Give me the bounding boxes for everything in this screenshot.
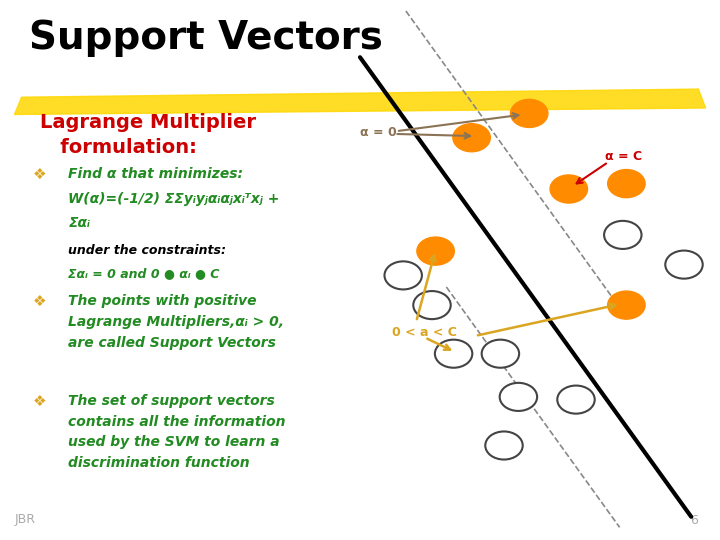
- Circle shape: [557, 386, 595, 414]
- Circle shape: [453, 124, 490, 152]
- Text: 0 < a < C: 0 < a < C: [392, 326, 457, 339]
- Text: ❖: ❖: [32, 294, 46, 309]
- Text: Find α that minimizes:: Find α that minimizes:: [68, 167, 243, 181]
- Text: under the constraints:: under the constraints:: [68, 244, 226, 257]
- Circle shape: [604, 221, 642, 249]
- Circle shape: [500, 383, 537, 411]
- Text: Support Vectors: Support Vectors: [29, 19, 382, 57]
- Text: The points with positive
Lagrange Multipliers,αᵢ > 0,
are called Support Vectors: The points with positive Lagrange Multip…: [68, 294, 284, 349]
- Text: Σαᵢ = 0 and 0 ● αᵢ ● C: Σαᵢ = 0 and 0 ● αᵢ ● C: [68, 267, 220, 280]
- Text: α = 0: α = 0: [360, 126, 397, 139]
- Circle shape: [510, 99, 548, 127]
- Text: ❖: ❖: [32, 394, 46, 409]
- Text: Σαᵢ: Σαᵢ: [68, 216, 91, 230]
- Text: ❖: ❖: [32, 167, 46, 183]
- Text: 6: 6: [690, 514, 698, 526]
- Text: W(α)=(-1/2) ΣΣyᵢyⱼαᵢαⱼxᵢᵀxⱼ +: W(α)=(-1/2) ΣΣyᵢyⱼαᵢαⱼxᵢᵀxⱼ +: [68, 192, 280, 206]
- Text: Lagrange Multiplier: Lagrange Multiplier: [40, 113, 256, 132]
- Circle shape: [485, 431, 523, 460]
- Circle shape: [608, 291, 645, 319]
- Text: formulation:: formulation:: [40, 138, 197, 157]
- Circle shape: [608, 170, 645, 198]
- Circle shape: [417, 237, 454, 265]
- Circle shape: [413, 291, 451, 319]
- Circle shape: [435, 340, 472, 368]
- Circle shape: [384, 261, 422, 289]
- Circle shape: [665, 251, 703, 279]
- Circle shape: [550, 175, 588, 203]
- Text: The set of support vectors
contains all the information
used by the SVM to learn: The set of support vectors contains all …: [68, 394, 286, 470]
- Circle shape: [482, 340, 519, 368]
- Text: α = C: α = C: [605, 150, 642, 163]
- Text: JBR: JBR: [14, 514, 35, 526]
- Polygon shape: [14, 89, 706, 114]
